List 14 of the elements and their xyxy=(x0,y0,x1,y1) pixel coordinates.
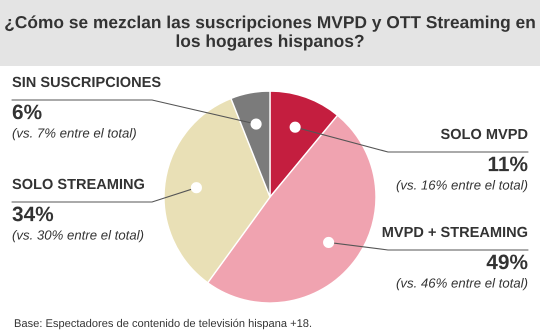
data-label: 34% xyxy=(12,206,54,222)
slice-label: SIN SUSCRIPCIONES xyxy=(12,76,161,88)
slice-label: MVPD + STREAMING xyxy=(382,226,528,238)
text: (vs. 7% entre el total) xyxy=(12,128,136,140)
slice-label: SOLO STREAMING xyxy=(12,178,144,190)
data-label: 11% xyxy=(488,156,528,172)
data-label: 49% xyxy=(486,254,528,270)
text: Base: Espectadores de contenido de televisión hispana +18. xyxy=(14,318,312,330)
chart-title: ¿Cómo se mezclan las suscripciones MVPD y OTT Streaming en los hogares hispanos? xyxy=(5,15,535,51)
text: (vs. 30% entre el total) xyxy=(12,230,144,242)
slice-label: SOLO MVPD xyxy=(440,128,528,140)
text: (vs. 46% entre el total) xyxy=(396,278,528,290)
data-label: 6% xyxy=(12,104,42,120)
text: (vs. 16% entre el total) xyxy=(396,180,528,192)
